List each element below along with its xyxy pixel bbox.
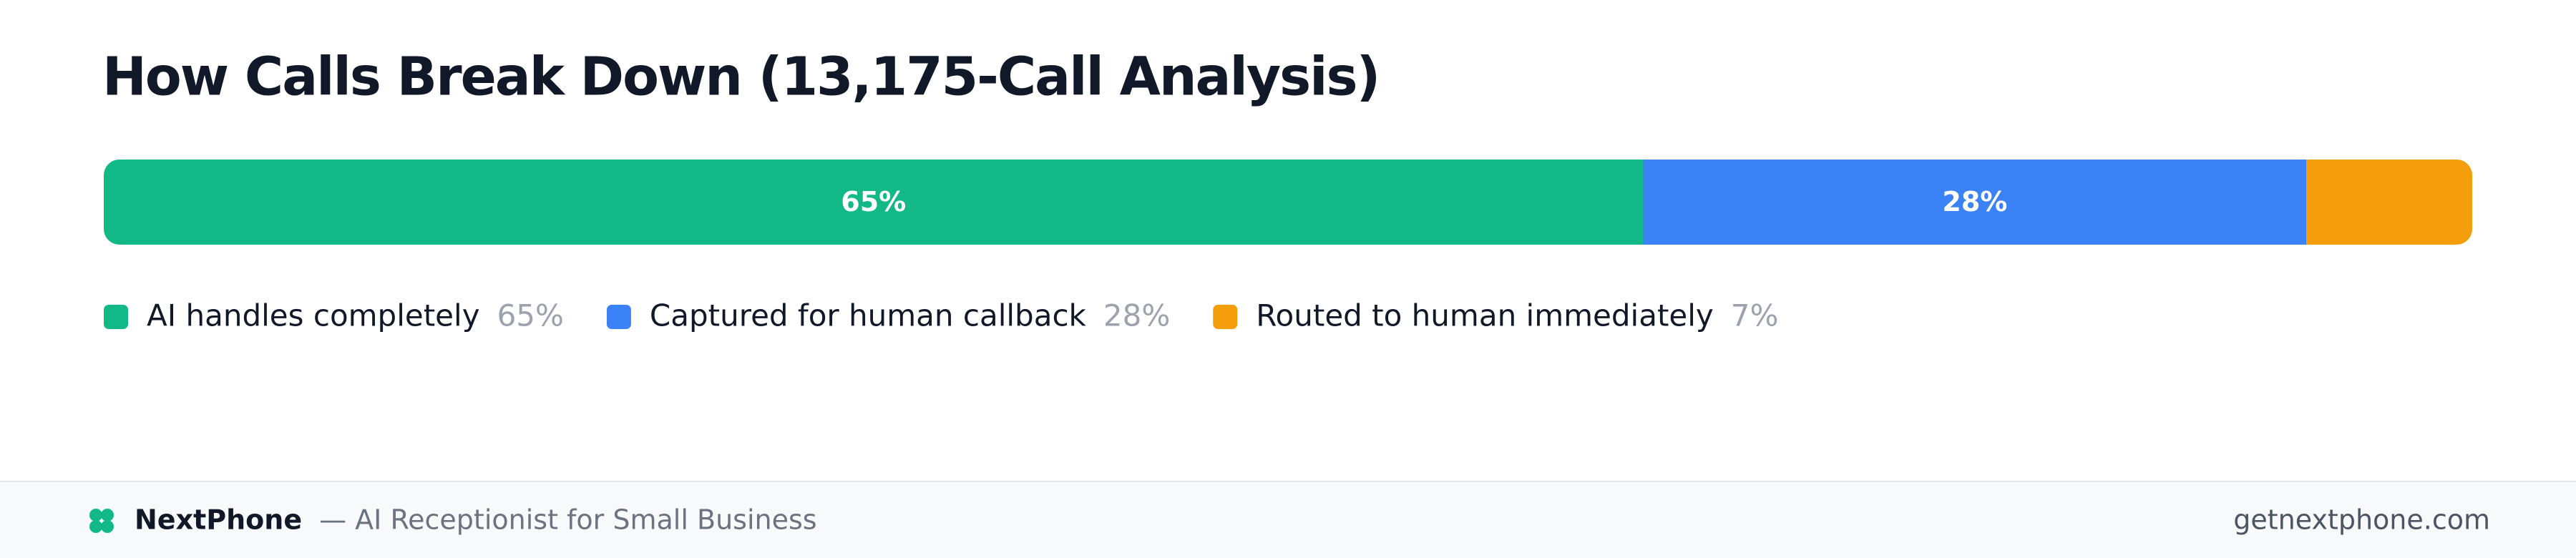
legend-value: 28% [1103, 298, 1170, 333]
logo [89, 509, 114, 533]
legend-value: 65% [497, 298, 564, 333]
tagline: — AI Receptionist for Small Business [319, 504, 816, 536]
value-label: 28% [1942, 186, 2007, 217]
bar-segment [1643, 160, 2307, 245]
brand: NextPhone [135, 504, 302, 536]
footer [0, 481, 2576, 558]
url: getnextphone.com [2233, 504, 2490, 536]
value-label: 65% [841, 186, 906, 217]
legend-swatch [104, 305, 128, 329]
legend-label: AI handles completely [147, 298, 480, 333]
legend-value: 7% [1731, 298, 1779, 333]
legend-swatch [1213, 305, 1238, 329]
legend-label: Captured for human callback [650, 298, 1087, 333]
legend: AI handles completely 65% Captured for hum… [104, 298, 1778, 333]
bar-segment [104, 160, 1644, 245]
bar-segment [2306, 160, 2472, 245]
chart-title: How Calls Break Down (13,175-Call Analys… [102, 46, 1379, 108]
legend-label: Routed to human immediately [1256, 298, 1714, 333]
legend-swatch [606, 305, 631, 329]
stacked-bar [104, 160, 2472, 245]
